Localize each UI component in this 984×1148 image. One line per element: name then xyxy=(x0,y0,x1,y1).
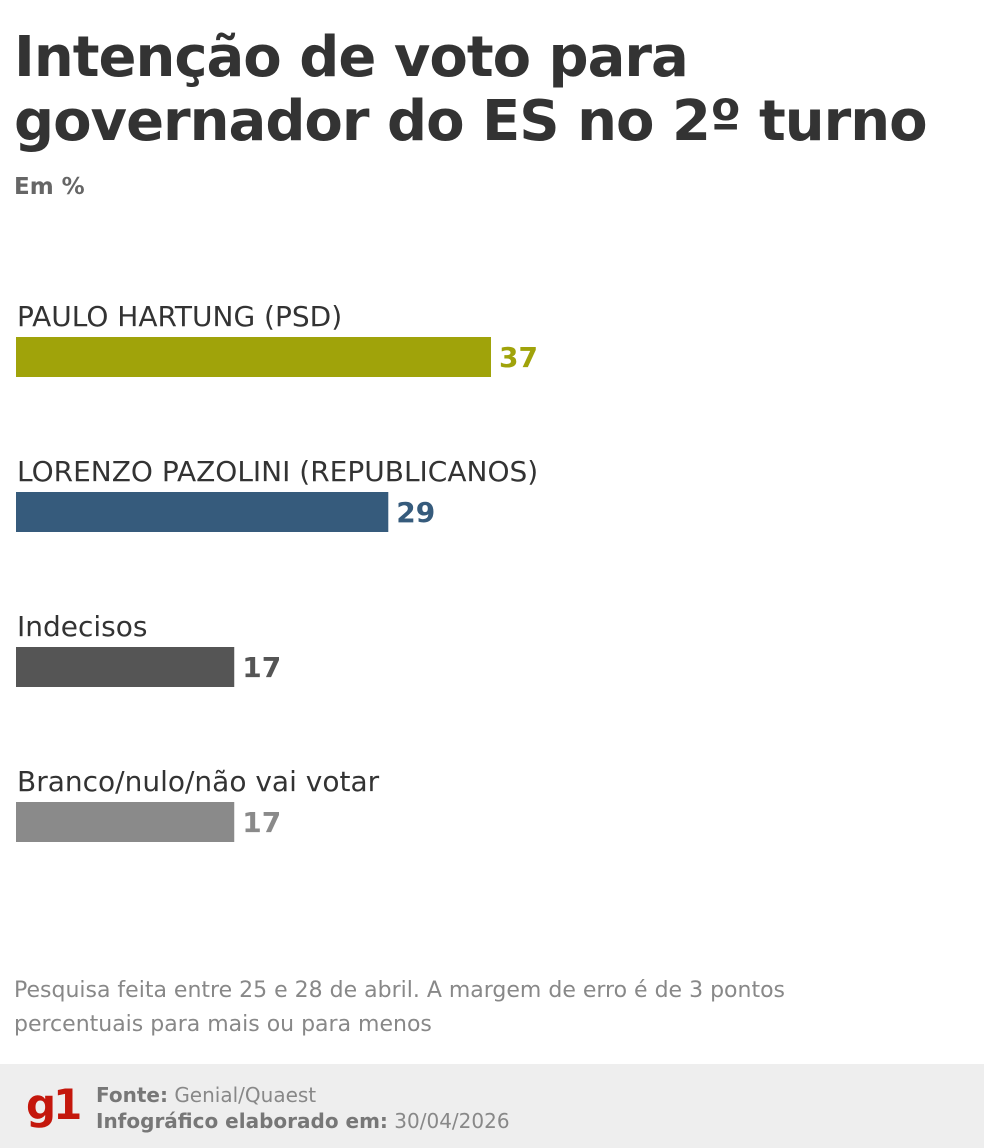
credit-line: Infográfico elaborado em: 30/04/2026 xyxy=(96,1108,510,1134)
category-label: LORENZO PAZOLINI (REPUBLICANOS) xyxy=(17,455,538,488)
credit-label: Infográfico elaborado em: xyxy=(96,1109,388,1133)
value-label: 29 xyxy=(396,496,435,529)
methodology-note: Pesquisa feita entre 25 e 28 de abril. A… xyxy=(14,978,785,1037)
credit-value: 30/04/2026 xyxy=(394,1109,510,1133)
chart-title: Intenção de voto para governador do ES n… xyxy=(14,25,928,154)
value-label: 17 xyxy=(242,651,281,684)
source-value: Genial/Quaest xyxy=(174,1083,317,1107)
bar xyxy=(16,802,235,842)
value-label: 17 xyxy=(242,806,281,839)
value-label: 37 xyxy=(499,341,538,374)
bar xyxy=(16,492,389,532)
bar-chart: PAULO HARTUNG (PSD) 37 LORENZO PAZOLINI (R… xyxy=(16,300,538,842)
category-label: Branco/nulo/não vai votar xyxy=(17,765,380,798)
source-line: Fonte: Genial/Quaest xyxy=(96,1082,510,1108)
category-label: PAULO HARTUNG (PSD) xyxy=(17,300,342,333)
bar xyxy=(16,337,491,377)
category-label: Indecisos xyxy=(17,610,147,643)
bar xyxy=(16,647,235,687)
credits: Fonte: Genial/Quaest Infográfico elabora… xyxy=(96,1082,510,1134)
g1-logo: g1 xyxy=(26,1080,82,1129)
source-label: Fonte: xyxy=(96,1083,168,1107)
chart-subtitle: Em % xyxy=(14,174,85,200)
footer-bar: g1 Fonte: Genial/Quaest Infográfico elab… xyxy=(0,1064,984,1148)
